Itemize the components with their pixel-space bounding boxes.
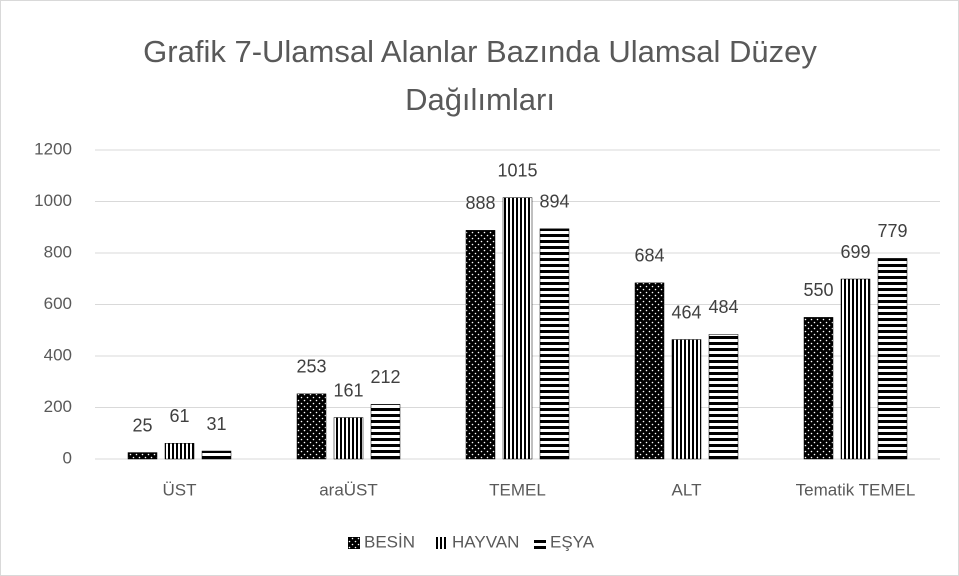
data-label: 253 [296, 357, 326, 377]
bar [127, 452, 158, 460]
legend-label: BESİN [364, 532, 415, 551]
x-tick-label: araÜST [319, 480, 378, 499]
data-label: 484 [708, 297, 738, 317]
y-tick-label: 1200 [34, 139, 72, 158]
y-tick-label: 200 [44, 397, 72, 416]
chart-title: Grafik 7-Ulamsal Alanlar Bazında Ulamsal… [143, 34, 817, 117]
x-tick-label: ÜST [163, 480, 197, 499]
data-label: 161 [333, 380, 363, 400]
bar [877, 258, 908, 460]
x-tick-label: Tematik TEMEL [796, 480, 916, 499]
bar [803, 317, 834, 460]
bar [333, 417, 364, 460]
bar [201, 450, 232, 460]
bar [671, 339, 702, 460]
bar [840, 278, 871, 460]
data-label: 779 [877, 221, 907, 241]
data-label: 61 [169, 406, 189, 426]
data-label: 212 [370, 367, 400, 387]
x-tick-label: ALT [672, 480, 702, 499]
data-label: 550 [803, 280, 833, 300]
data-label: 894 [539, 192, 569, 212]
y-tick-label: 600 [44, 294, 72, 313]
legend-swatch [348, 537, 360, 549]
x-tick-label: TEMEL [489, 480, 546, 499]
bar [370, 404, 401, 460]
y-tick-label: 0 [63, 448, 72, 467]
legend-swatch [436, 537, 448, 549]
data-label: 464 [671, 302, 701, 322]
bar [708, 334, 739, 460]
bar [164, 443, 195, 460]
y-tick-label: 1000 [34, 191, 72, 210]
data-label: 31 [206, 414, 226, 434]
legend-swatch [534, 537, 546, 549]
legend-label: EŞYA [550, 532, 595, 551]
bar [502, 197, 533, 460]
y-tick-label: 400 [44, 345, 72, 364]
data-label: 1015 [497, 160, 537, 180]
data-label: 699 [840, 242, 870, 262]
bar [465, 230, 496, 460]
legend-label: HAYVAN [452, 532, 519, 551]
bar [296, 393, 327, 460]
data-label: 888 [465, 193, 495, 213]
bar [539, 228, 570, 460]
bar [634, 282, 665, 460]
data-label: 25 [132, 415, 152, 435]
data-label: 684 [634, 246, 664, 266]
y-tick-label: 800 [44, 242, 72, 261]
